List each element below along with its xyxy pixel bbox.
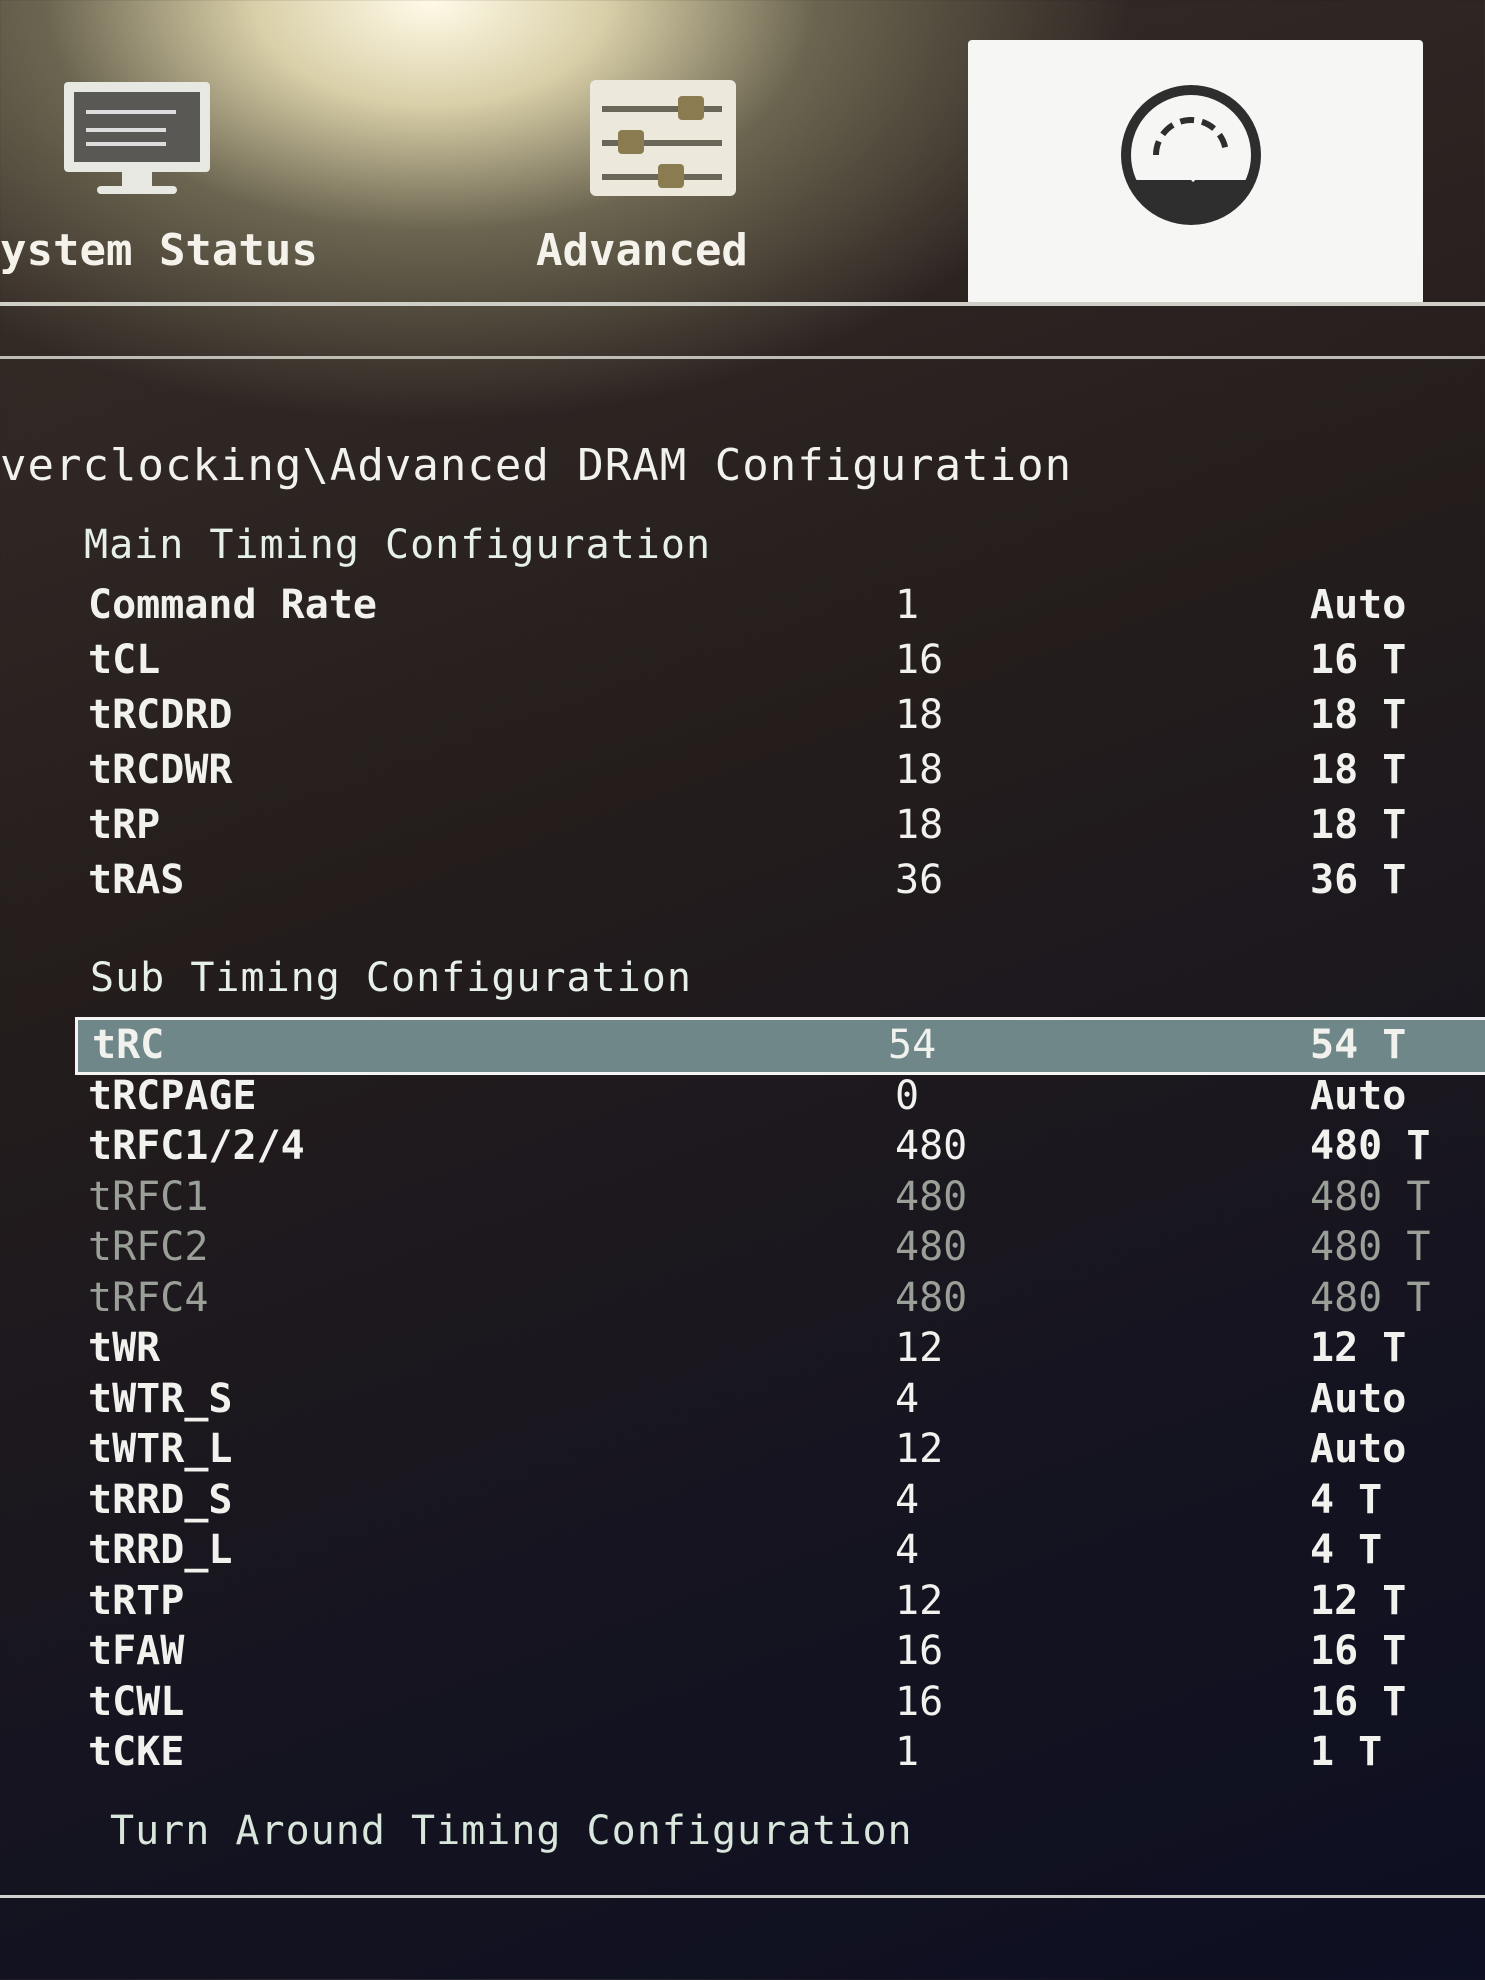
setting-row-trcpage[interactable]: tRCPAGE 0 Auto bbox=[0, 1071, 1485, 1123]
setting-row-trp[interactable]: tRP 18 18 T bbox=[0, 800, 1485, 852]
header-divider bbox=[0, 356, 1485, 359]
tab-bar-divider bbox=[0, 302, 1485, 306]
setting-label: tRCDWR bbox=[88, 747, 233, 793]
current-value: 0 bbox=[895, 1072, 920, 1119]
setting-value[interactable]: 12 T bbox=[1310, 1325, 1407, 1371]
setting-label: tRFC4 bbox=[88, 1274, 209, 1321]
current-value: 4 bbox=[895, 1476, 920, 1523]
tab-label: ystem Status bbox=[0, 225, 318, 276]
section-sub-timing: Sub Timing Configuration bbox=[90, 955, 692, 1001]
setting-label: tRP bbox=[88, 802, 161, 848]
footer-divider bbox=[0, 1895, 1485, 1898]
setting-label: tWTR_S bbox=[88, 1375, 233, 1422]
section-main-timing: Main Timing Configuration bbox=[84, 522, 712, 568]
sliders-icon bbox=[590, 80, 736, 196]
setting-value[interactable]: 1 T bbox=[1310, 1729, 1383, 1775]
current-value: 16 bbox=[895, 637, 944, 683]
current-value: 4 bbox=[895, 1375, 920, 1422]
setting-value[interactable]: 16 T bbox=[1310, 1678, 1407, 1725]
setting-value[interactable]: 54 T bbox=[1310, 1022, 1407, 1068]
setting-row-trfc4[interactable]: tRFC4 480 480 T bbox=[0, 1273, 1485, 1325]
setting-label: tRFC1/2/4 bbox=[88, 1123, 305, 1169]
monitor-icon bbox=[64, 82, 210, 194]
setting-row-twtr-s[interactable]: tWTR_S 4 Auto bbox=[0, 1374, 1485, 1426]
current-value: 1 bbox=[895, 582, 920, 628]
setting-label: tWR bbox=[88, 1325, 161, 1371]
setting-row-tcl[interactable]: tCL 16 16 T bbox=[0, 635, 1485, 687]
setting-value[interactable]: Auto bbox=[1310, 1375, 1407, 1422]
setting-label: tRCDRD bbox=[88, 692, 233, 738]
setting-row-trrd-s[interactable]: tRRD_S 4 4 T bbox=[0, 1475, 1485, 1527]
setting-value[interactable]: 16 T bbox=[1310, 1628, 1407, 1674]
current-value: 18 bbox=[895, 747, 944, 793]
setting-row-tcke[interactable]: tCKE 1 1 T bbox=[0, 1727, 1485, 1779]
setting-label: tCWL bbox=[88, 1678, 185, 1725]
setting-value[interactable]: Auto bbox=[1310, 1072, 1407, 1119]
current-value: 12 bbox=[895, 1577, 944, 1624]
setting-row-twtr-l[interactable]: tWTR_L 12 Auto bbox=[0, 1424, 1485, 1476]
current-value: 12 bbox=[895, 1426, 944, 1472]
setting-row-tfaw[interactable]: tFAW 16 16 T bbox=[0, 1626, 1485, 1678]
speedometer-icon bbox=[1121, 85, 1261, 225]
current-value: 1 bbox=[895, 1729, 920, 1775]
setting-value[interactable]: 18 T bbox=[1310, 747, 1407, 793]
setting-label: tFAW bbox=[88, 1628, 185, 1674]
setting-row-trcdrd[interactable]: tRCDRD 18 18 T bbox=[0, 690, 1485, 742]
setting-row-trfc2[interactable]: tRFC2 480 480 T bbox=[0, 1222, 1485, 1274]
current-value: 4 bbox=[895, 1527, 920, 1573]
setting-label: tRRD_L bbox=[88, 1527, 233, 1573]
setting-value[interactable]: 480 T bbox=[1310, 1224, 1431, 1270]
section-turn-around-timing[interactable]: Turn Around Timing Configuration bbox=[110, 1808, 913, 1854]
setting-value[interactable]: 18 T bbox=[1310, 692, 1407, 738]
setting-value[interactable]: 12 T bbox=[1310, 1577, 1407, 1624]
current-value: 12 bbox=[895, 1325, 944, 1371]
setting-row-trfc1[interactable]: tRFC1 480 480 T bbox=[0, 1172, 1485, 1224]
setting-row-trc[interactable]: tRC 54 54 T bbox=[75, 1017, 1485, 1075]
setting-label: tRFC2 bbox=[88, 1224, 209, 1270]
setting-label: tRFC1 bbox=[88, 1173, 209, 1220]
current-value: 16 bbox=[895, 1628, 944, 1674]
setting-row-twr[interactable]: tWR 12 12 T bbox=[0, 1323, 1485, 1375]
setting-value[interactable]: Auto bbox=[1310, 1426, 1407, 1472]
setting-value[interactable]: 16 T bbox=[1310, 637, 1407, 683]
setting-value[interactable]: 36 T bbox=[1310, 857, 1407, 903]
tab-system-status[interactable]: ystem Status bbox=[0, 60, 340, 300]
setting-value[interactable]: 4 T bbox=[1310, 1476, 1383, 1523]
setting-row-trfc1-2-4[interactable]: tRFC1/2/4 480 480 T bbox=[0, 1121, 1485, 1173]
setting-label: tRC bbox=[92, 1022, 165, 1068]
breadcrumb: verclocking\Advanced DRAM Configuration bbox=[0, 440, 1073, 491]
setting-row-trrd-l[interactable]: tRRD_L 4 4 T bbox=[0, 1525, 1485, 1577]
setting-row-trcdwr[interactable]: tRCDWR 18 18 T bbox=[0, 745, 1485, 797]
current-value: 480 bbox=[895, 1274, 968, 1321]
current-value: 16 bbox=[895, 1678, 944, 1725]
setting-row-tras[interactable]: tRAS 36 36 T bbox=[0, 855, 1485, 907]
setting-label: tCKE bbox=[88, 1729, 185, 1775]
setting-value[interactable]: 480 T bbox=[1310, 1123, 1431, 1169]
setting-label: tCL bbox=[88, 637, 161, 683]
setting-row-tcwl[interactable]: tCWL 16 16 T bbox=[0, 1677, 1485, 1729]
setting-value[interactable]: Auto bbox=[1310, 582, 1407, 628]
current-value: 480 bbox=[895, 1224, 968, 1270]
setting-value[interactable]: 4 T bbox=[1310, 1527, 1383, 1573]
setting-row-command-rate[interactable]: Command Rate 1 Auto bbox=[0, 580, 1485, 632]
current-value: 18 bbox=[895, 802, 944, 848]
current-value: 36 bbox=[895, 857, 944, 903]
setting-value[interactable]: 18 T bbox=[1310, 802, 1407, 848]
setting-value[interactable]: 480 T bbox=[1310, 1274, 1431, 1321]
setting-label: tRAS bbox=[88, 857, 185, 903]
tab-overclocking[interactable] bbox=[968, 40, 1423, 305]
setting-label: tRRD_S bbox=[88, 1476, 233, 1523]
setting-label: tRTP bbox=[88, 1577, 185, 1624]
current-value: 18 bbox=[895, 692, 944, 738]
current-value: 480 bbox=[895, 1123, 968, 1169]
tab-advanced[interactable]: Advanced bbox=[520, 60, 820, 300]
tab-label: Advanced bbox=[536, 225, 748, 276]
setting-value[interactable]: 480 T bbox=[1310, 1173, 1431, 1220]
current-value: 54 bbox=[888, 1022, 937, 1068]
setting-row-trtp[interactable]: tRTP 12 12 T bbox=[0, 1576, 1485, 1628]
current-value: 480 bbox=[895, 1173, 968, 1220]
setting-label: Command Rate bbox=[88, 582, 377, 628]
setting-label: tRCPAGE bbox=[88, 1072, 257, 1119]
setting-label: tWTR_L bbox=[88, 1426, 233, 1472]
